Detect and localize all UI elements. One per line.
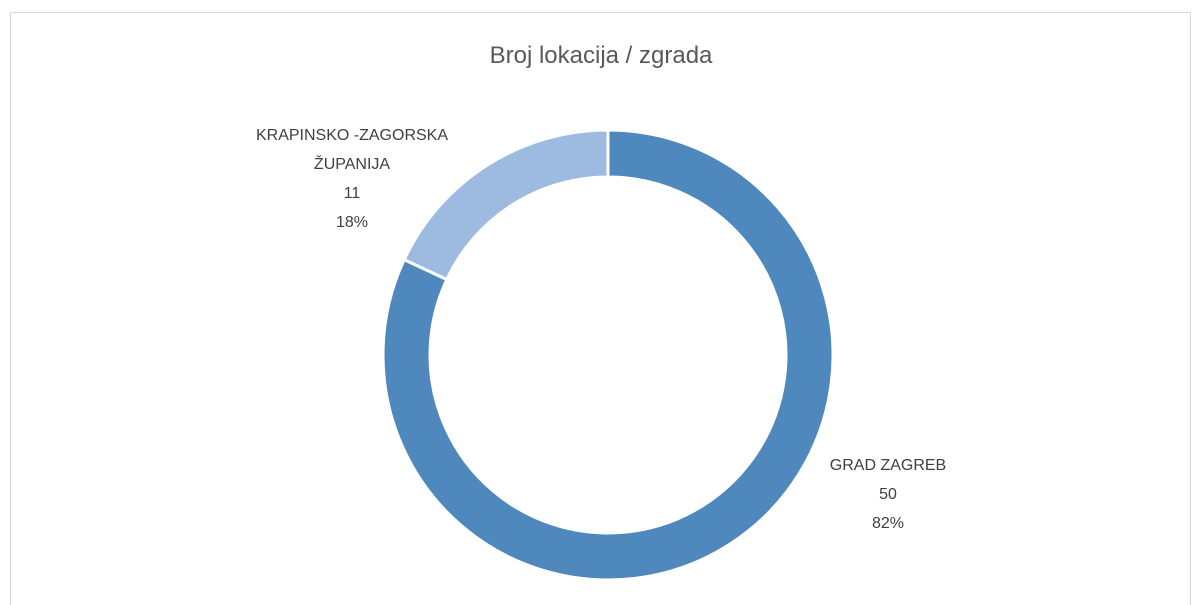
label-value: 50 — [879, 486, 897, 503]
data-label: KRAPINSKO -ZAGORSKA ŽUPANIJA 11 18% — [222, 121, 482, 237]
label-category: GRAD ZAGREB — [829, 457, 947, 474]
donut-slice — [381, 128, 835, 582]
data-label: GRAD ZAGREB 50 82% — [788, 451, 988, 538]
label-category: KRAPINSKO -ZAGORSKA ŽUPANIJA — [255, 127, 449, 173]
chart-border — [10, 12, 1191, 605]
chart-title: Broj lokacija / zgrada — [489, 42, 713, 69]
label-value: 11 — [343, 185, 361, 202]
donut-slice — [402, 128, 610, 282]
label-percent: 82% — [871, 515, 905, 532]
label-percent: 18% — [335, 214, 369, 231]
